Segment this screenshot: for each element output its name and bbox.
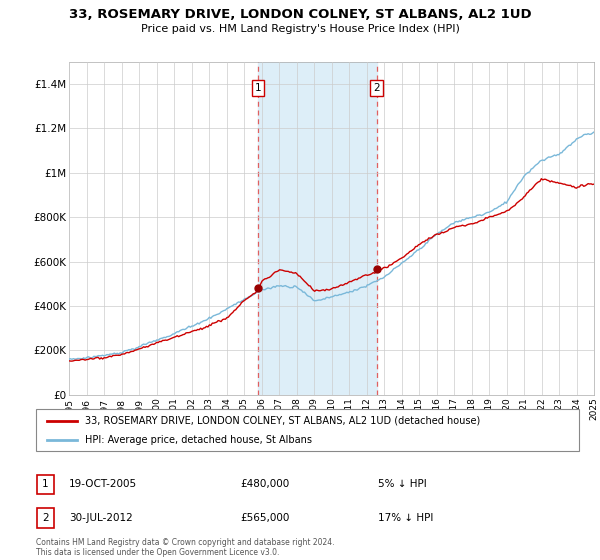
Text: 5% ↓ HPI: 5% ↓ HPI <box>378 479 427 489</box>
Text: 1: 1 <box>42 479 49 489</box>
Text: 1: 1 <box>254 83 262 94</box>
Text: Price paid vs. HM Land Registry's House Price Index (HPI): Price paid vs. HM Land Registry's House … <box>140 24 460 34</box>
Text: £480,000: £480,000 <box>240 479 289 489</box>
FancyBboxPatch shape <box>37 475 54 494</box>
Text: 17% ↓ HPI: 17% ↓ HPI <box>378 513 433 523</box>
Text: HPI: Average price, detached house, St Albans: HPI: Average price, detached house, St A… <box>85 435 312 445</box>
Text: 2: 2 <box>42 513 49 523</box>
FancyBboxPatch shape <box>37 508 54 528</box>
Text: 33, ROSEMARY DRIVE, LONDON COLNEY, ST ALBANS, AL2 1UD: 33, ROSEMARY DRIVE, LONDON COLNEY, ST AL… <box>68 8 532 21</box>
Text: 19-OCT-2005: 19-OCT-2005 <box>69 479 137 489</box>
Text: 2: 2 <box>373 83 380 94</box>
Text: 33, ROSEMARY DRIVE, LONDON COLNEY, ST ALBANS, AL2 1UD (detached house): 33, ROSEMARY DRIVE, LONDON COLNEY, ST AL… <box>85 416 480 426</box>
Text: £565,000: £565,000 <box>240 513 289 523</box>
FancyBboxPatch shape <box>36 409 579 451</box>
Text: Contains HM Land Registry data © Crown copyright and database right 2024.
This d: Contains HM Land Registry data © Crown c… <box>36 538 335 557</box>
Bar <box>258 62 377 395</box>
Text: 30-JUL-2012: 30-JUL-2012 <box>69 513 133 523</box>
